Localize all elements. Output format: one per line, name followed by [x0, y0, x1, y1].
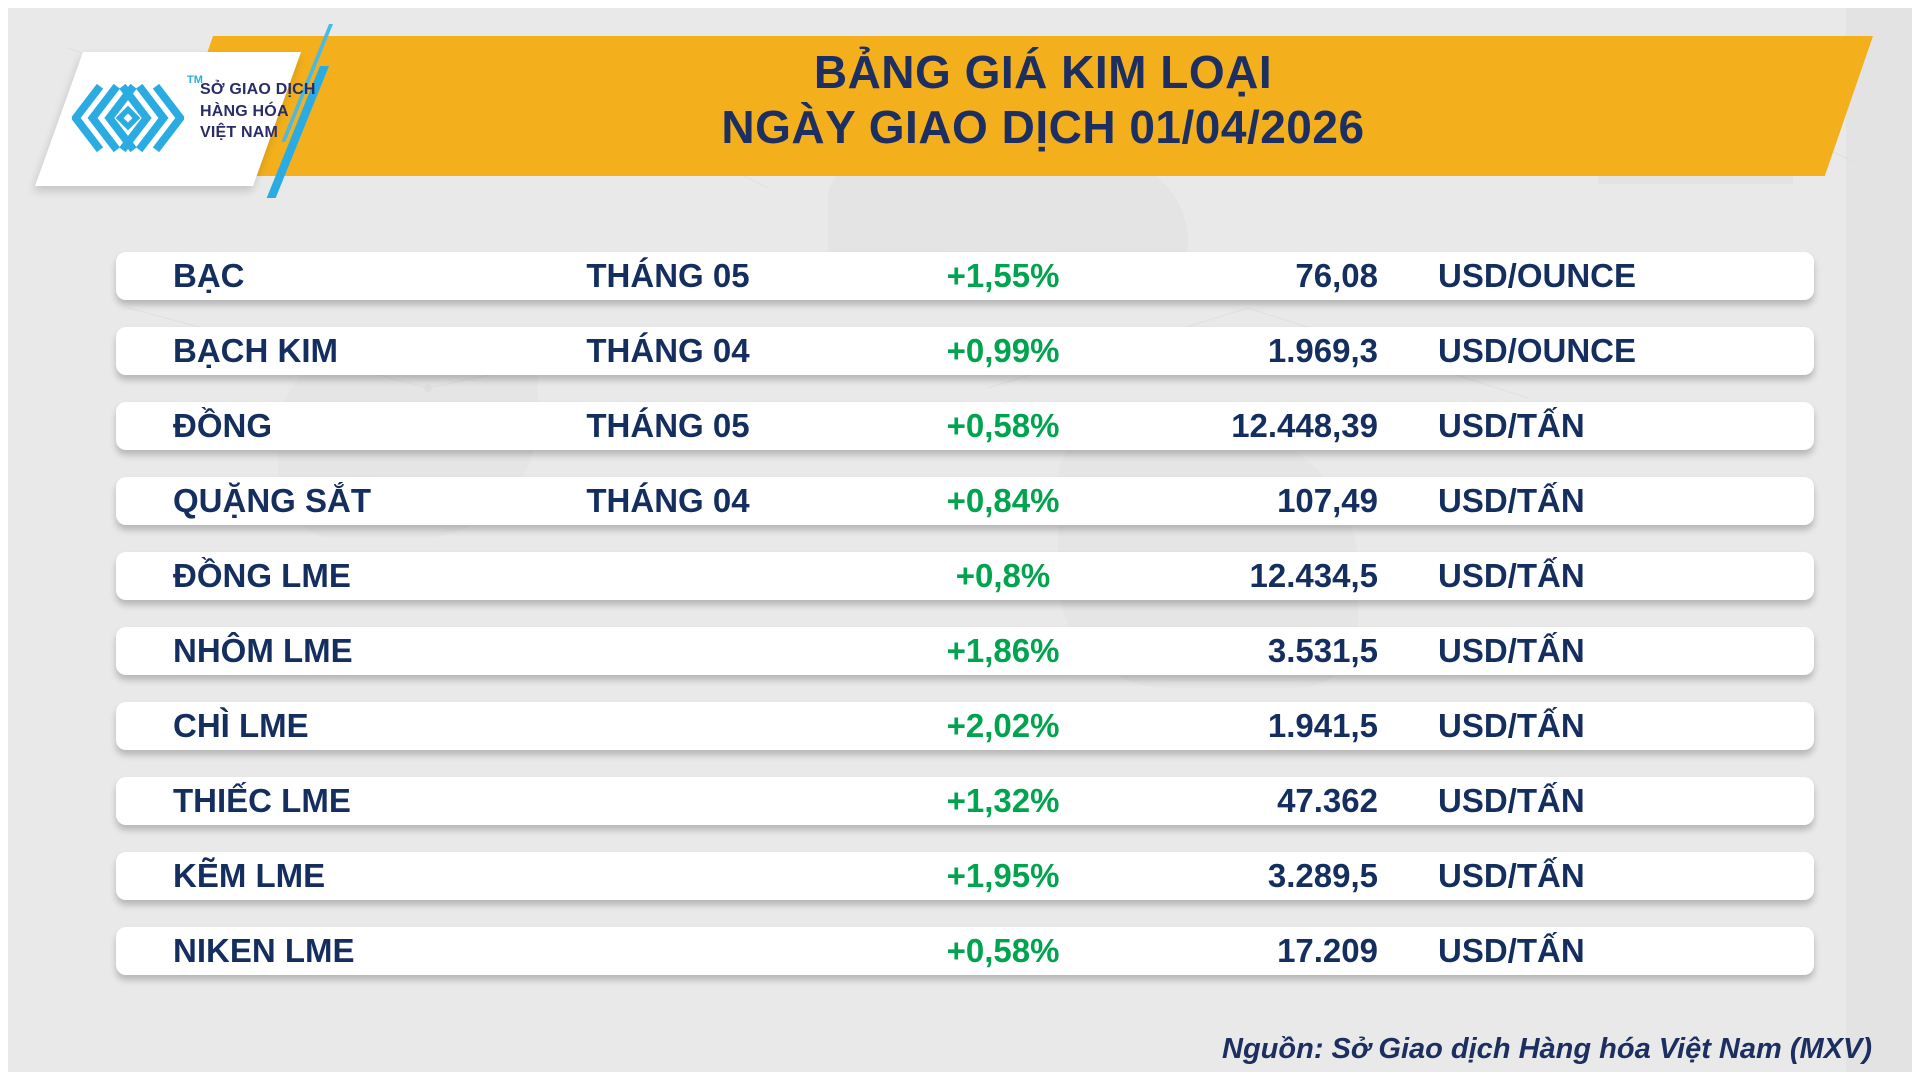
page-title-line1: BẢNG GIÁ KIM LOẠI [813, 46, 1273, 98]
price-value: 47.362 [1277, 782, 1378, 819]
price-value: 3.289,5 [1267, 857, 1378, 894]
price-value: 1.969,3 [1267, 332, 1378, 369]
change-percent: +1,86% [946, 632, 1060, 669]
price-unit: USD/TẤN [1438, 482, 1585, 519]
change-percent: +1,55% [946, 257, 1060, 294]
price-value: 107,49 [1277, 482, 1378, 519]
commodity-name: NIKEN LME [173, 932, 355, 969]
price-value: 17.209 [1277, 932, 1378, 969]
commodity-name: BẠCH KIM [173, 332, 338, 369]
organization-name-line1: SỞ GIAO DỊCH [200, 81, 316, 98]
price-unit: USD/TẤN [1438, 782, 1585, 819]
price-unit: USD/OUNCE [1438, 257, 1637, 294]
change-percent: +1,95% [946, 857, 1060, 894]
change-percent: +2,02% [946, 707, 1060, 744]
commodity-name: BẠC [173, 257, 245, 294]
trademark-symbol: TM [187, 74, 203, 86]
contract-month: THÁNG 05 [586, 257, 750, 294]
source-credit: Nguồn: Sở Giao dịch Hàng hóa Việt Nam (M… [1222, 1033, 1872, 1065]
contract-month: THÁNG 05 [586, 407, 750, 444]
price-value: 12.448,39 [1231, 407, 1378, 444]
background-gray-block [1846, 8, 1912, 1072]
contract-month: THÁNG 04 [586, 332, 750, 369]
price-value: 1.941,5 [1267, 707, 1378, 744]
price-value: 3.531,5 [1267, 632, 1378, 669]
table-row: QUẶNG SẮT THÁNG 04 +0,84% 107,49 USD/TẤN [116, 477, 1814, 525]
commodity-name: ĐỒNG [173, 407, 272, 444]
commodity-name: KẼM LME [173, 857, 326, 894]
table-row: ĐỒNG LME +0,8% 12.434,5 USD/TẤN [116, 552, 1814, 600]
mxv-logo-icon [72, 83, 184, 153]
table-row: BẠC THÁNG 05 +1,55% 76,08 USD/OUNCE [116, 252, 1814, 300]
page-title: BẢNG GIÁ KIM LOẠI NGÀY GIAO DỊCH 01/04/2… [213, 45, 1873, 155]
change-percent: +0,58% [946, 407, 1060, 444]
change-percent: +0,58% [946, 932, 1060, 969]
organization-name-line2: HÀNG HÓA [200, 102, 289, 120]
price-value: 12.434,5 [1249, 557, 1378, 594]
price-unit: USD/TẤN [1438, 407, 1585, 444]
table-row: CHÌ LME +2,02% 1.941,5 USD/TẤN [116, 702, 1814, 750]
organization-name: SỞ GIAO DỊCH HÀNG HÓA VIỆT NAM [200, 79, 316, 144]
price-unit: USD/TẤN [1438, 857, 1585, 894]
price-unit: USD/TẤN [1438, 557, 1585, 594]
price-unit: USD/TẤN [1438, 932, 1585, 969]
table-row: KẼM LME +1,95% 3.289,5 USD/TẤN [116, 852, 1814, 900]
change-percent: +0,99% [946, 332, 1060, 369]
contract-month: THÁNG 04 [586, 482, 750, 519]
table-row: BẠCH KIM THÁNG 04 +0,99% 1.969,3 USD/OUN… [116, 327, 1814, 375]
commodity-name: THIẾC LME [173, 782, 351, 819]
commodity-name: QUẶNG SẮT [173, 482, 371, 519]
commodity-name: CHÌ LME [173, 707, 309, 744]
price-table: BẠC THÁNG 05 +1,55% 76,08 USD/OUNCE BẠCH… [8, 8, 1912, 1072]
table-row: ĐỒNG THÁNG 05 +0,58% 12.448,39 USD/TẤN [116, 402, 1814, 450]
price-unit: USD/TẤN [1438, 632, 1585, 669]
change-percent: +0,8% [955, 557, 1051, 594]
price-value: 76,08 [1295, 257, 1378, 294]
price-board-card: BẢNG GIÁ KIM LOẠI NGÀY GIAO DỊCH 01/04/2… [8, 8, 1912, 1072]
table-row: NHÔM LME +1,86% 3.531,5 USD/TẤN [116, 627, 1814, 675]
change-percent: +1,32% [946, 782, 1060, 819]
organization-name-line3: VIỆT NAM [200, 124, 279, 141]
price-unit: USD/TẤN [1438, 707, 1585, 744]
price-unit: USD/OUNCE [1438, 332, 1637, 369]
table-row: THIẾC LME +1,32% 47.362 USD/TẤN [116, 777, 1814, 825]
commodity-name: NHÔM LME [173, 632, 353, 669]
change-percent: +0,84% [946, 482, 1060, 519]
commodity-name: ĐỒNG LME [173, 557, 351, 594]
page-title-line2: NGÀY GIAO DỊCH 01/04/2026 [721, 101, 1365, 153]
table-row: NIKEN LME +0,58% 17.209 USD/TẤN [116, 927, 1814, 975]
